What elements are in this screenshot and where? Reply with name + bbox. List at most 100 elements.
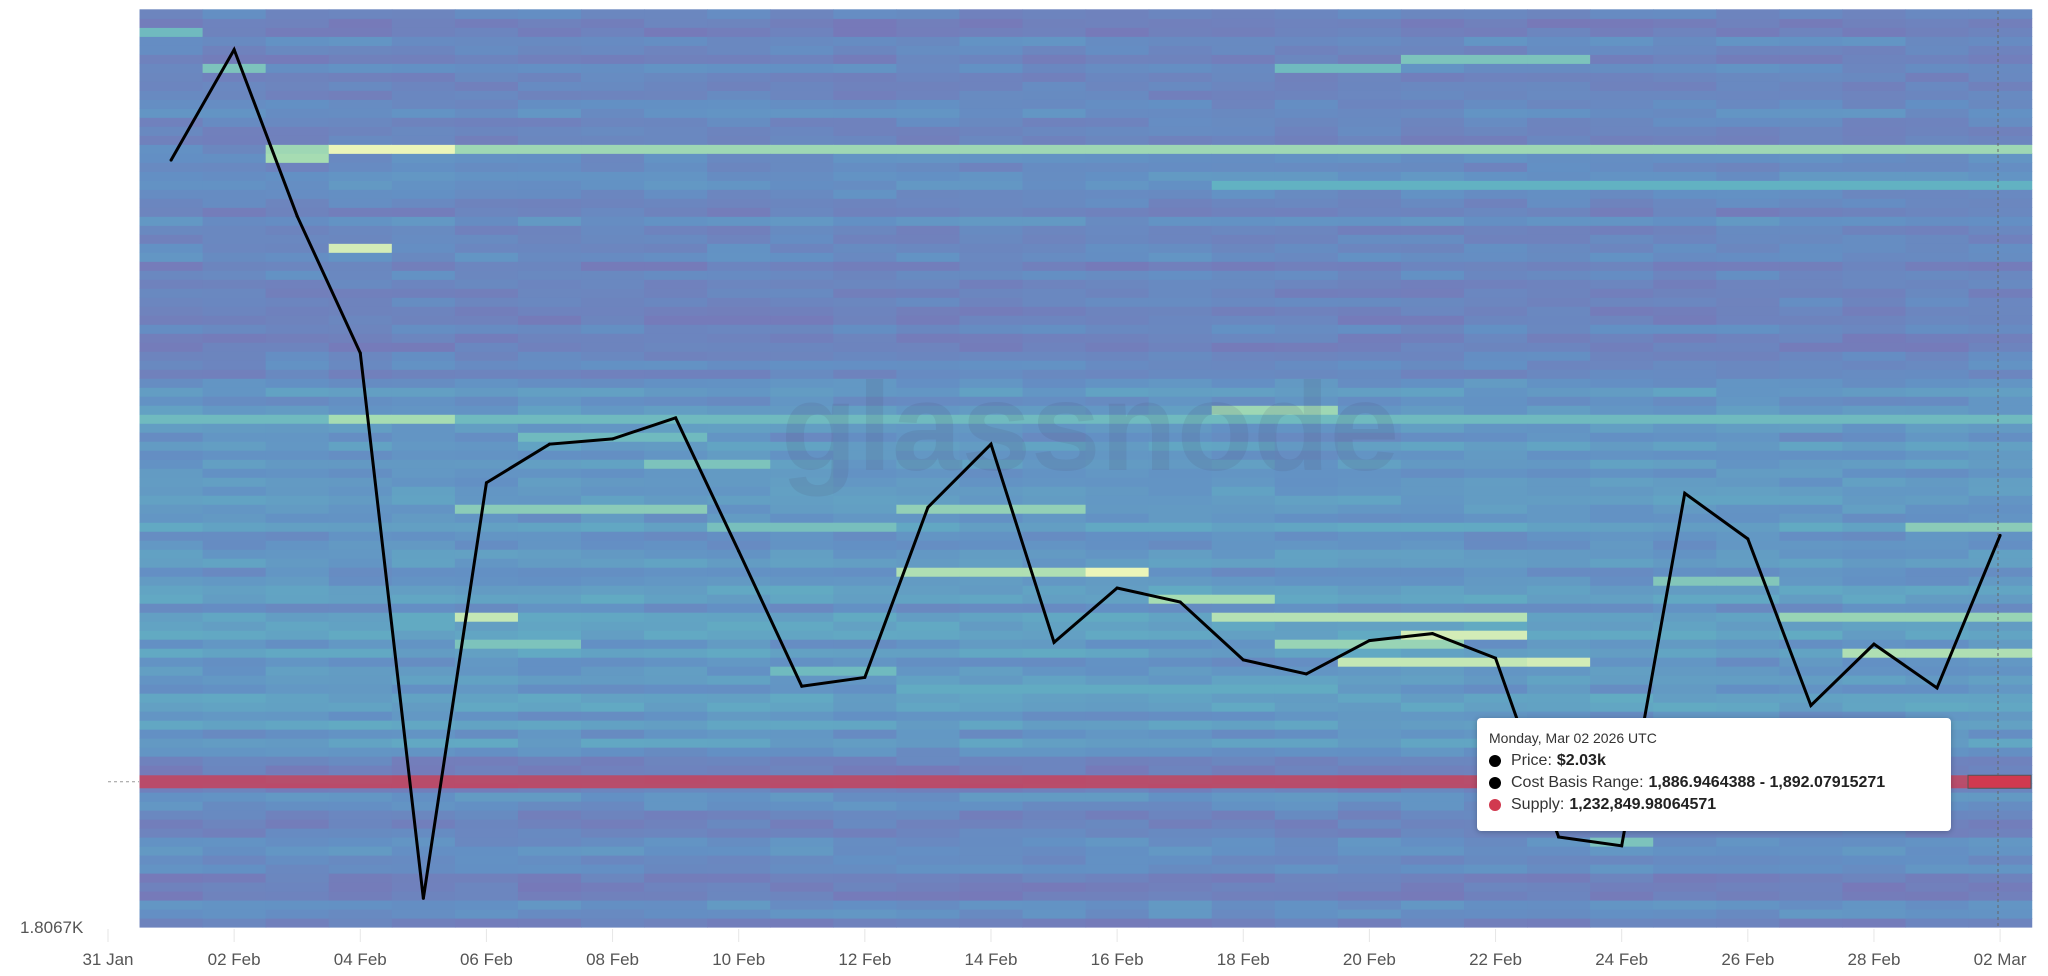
heatmap-cell [1590,576,1654,586]
heatmap-cell [1085,738,1150,748]
heatmap-cell [833,540,897,550]
heatmap-cell [1148,99,1213,109]
heatmap-cell [139,171,204,181]
heatmap-cell [1337,531,1402,541]
heatmap-cell [1274,729,1339,739]
heatmap-cell [1527,207,1591,217]
heatmap-cell [1464,828,1528,838]
heatmap-cell [770,18,834,28]
heatmap-cell [139,45,204,55]
heatmap-cell [391,747,456,757]
heatmap-cell [1464,576,1528,586]
heatmap-cell [581,333,645,343]
heatmap-cell [833,657,897,667]
heatmap-cell [139,711,204,721]
heatmap-cell [581,648,645,658]
heatmap-cell [517,864,582,874]
heatmap-cell [1716,207,1780,217]
heatmap-cell [581,549,645,559]
heatmap-cell [391,693,456,703]
heatmap-cell [1274,72,1339,82]
heatmap-cell [1527,684,1591,694]
heatmap-cell [1274,36,1339,46]
heatmap-cell [1274,414,1339,424]
heatmap-cell [1842,81,1907,91]
heatmap-cell [1716,828,1780,838]
heatmap-cell [391,243,456,253]
heatmap-cell [1905,18,1970,28]
heatmap-cell [265,702,330,712]
heatmap-cell [454,846,519,856]
heatmap-cell [1716,234,1780,244]
heatmap-cell [1968,648,2033,658]
heatmap-cell [833,261,897,271]
heatmap-cell [265,801,330,811]
heatmap-cell [644,891,708,901]
heatmap-cell [1148,585,1213,595]
heatmap-cell [517,459,582,469]
heatmap-cell [1527,864,1591,874]
heatmap-cell [959,711,1024,721]
heatmap-cell [328,756,393,766]
heatmap-cell [1211,648,1276,658]
heatmap-cell [707,135,771,145]
heatmap-cell [1400,666,1465,676]
heatmap-cell [1337,693,1402,703]
heatmap-cell [391,513,456,523]
heatmap-cell [1464,522,1528,532]
heatmap-cell [202,333,267,343]
heatmap-cell [707,360,771,370]
heatmap-cell [833,522,897,532]
heatmap-cell [202,306,267,316]
heatmap-cell [454,522,519,532]
heatmap-cell [202,459,267,469]
heatmap-cell [454,918,519,928]
heatmap-cell [1905,252,1970,262]
heatmap-cell [896,756,961,766]
heatmap-cell [1464,333,1528,343]
heatmap-cell [896,477,961,487]
heatmap-cell [1968,189,2033,199]
heatmap-cell [1716,837,1780,847]
heatmap-cell [1337,441,1402,451]
heatmap-cell [1022,693,1087,703]
heatmap-cell [1400,864,1465,874]
heatmap-cell [581,90,645,100]
heatmap-cell [139,576,204,586]
heatmap-cell [1653,54,1717,64]
heatmap-cell [770,468,834,478]
heatmap-cell [1211,63,1276,73]
heatmap-cell [707,126,771,136]
heatmap-cell [265,324,330,334]
heatmap-cell [1590,666,1654,676]
heatmap-cell [1905,873,1970,883]
heatmap-cell [707,855,771,865]
heatmap-cell [896,855,961,865]
heatmap-cell [644,234,708,244]
heatmap-cell [707,900,771,910]
heatmap-cell [896,720,961,730]
heatmap-cell [581,9,645,19]
heatmap-cell [454,567,519,577]
heatmap-cell [644,918,708,928]
heatmap-cell [1779,522,1844,532]
heatmap-cell [202,270,267,280]
heatmap-cell [328,270,393,280]
heatmap-cell [833,576,897,586]
heatmap-cell [1590,864,1654,874]
heatmap-cell [1653,693,1717,703]
heatmap-cell [1653,216,1717,226]
heatmap-cell [1905,81,1970,91]
heatmap-cell [1022,63,1087,73]
heatmap-cell [139,351,204,361]
x-tick-label: 10 Feb [712,950,765,969]
heatmap-cell [644,864,708,874]
heatmap-cell [265,918,330,928]
heatmap-cell [1085,864,1150,874]
heatmap-cell [1400,531,1465,541]
heatmap-cell [1464,846,1528,856]
heatmap-cell [1211,630,1276,640]
heatmap-cell [707,207,771,217]
heatmap-cell [644,666,708,676]
